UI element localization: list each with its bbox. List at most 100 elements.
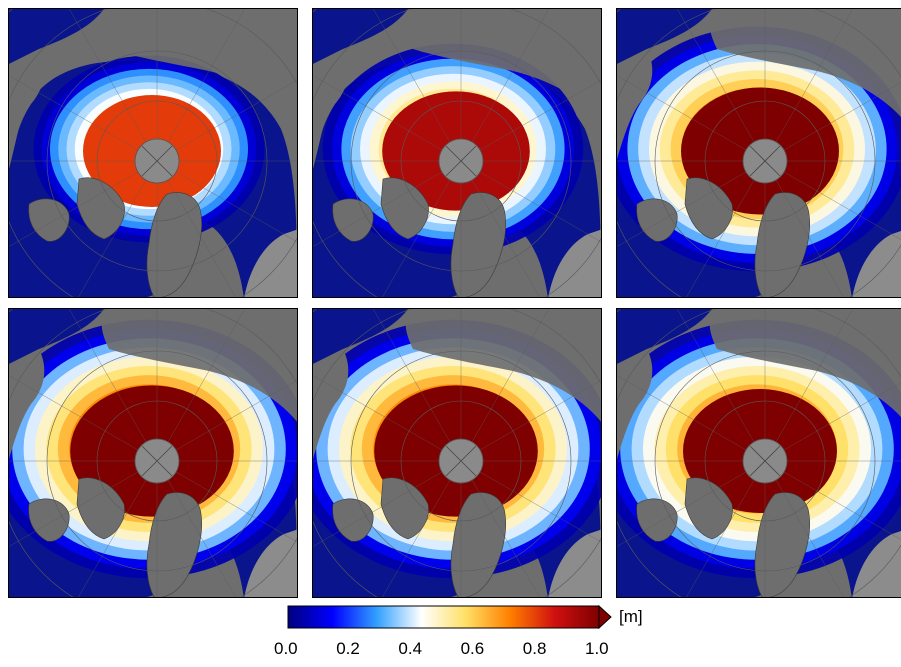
graticule-meridian (382, 160, 462, 297)
graticule-meridian (686, 160, 766, 297)
map-panel-2 (312, 8, 602, 298)
graticule-meridian (372, 9, 462, 162)
graticule-meridian (68, 309, 158, 462)
colorbar-tick-labels: 0.0 0.2 0.4 0.6 0.8 1.0 (274, 605, 617, 662)
alaska-landmass (313, 49, 349, 159)
scandinavia-landmass (548, 529, 601, 597)
graticule-meridian (9, 375, 158, 462)
scandinavia-landmass (852, 531, 901, 597)
baffin-region-land (636, 198, 678, 242)
colorbar-tick-label: 0.0 (274, 639, 298, 658)
graticule-meridian (764, 382, 901, 462)
colorbar-tick-label: 0.4 (398, 639, 423, 658)
map-panel-5 (312, 308, 602, 598)
baffin-region-land (332, 498, 374, 542)
siberia-landmass (101, 9, 297, 122)
graticule-meridian (382, 460, 462, 597)
graticule-meridian (156, 79, 297, 162)
pole-cross-line (749, 445, 781, 477)
map-panel-4 (8, 308, 298, 598)
pole-cross-line (141, 445, 173, 477)
colorbar-tick-label: 0.2 (336, 639, 360, 658)
graticule-meridian (460, 460, 540, 597)
pole-cross-line (445, 445, 477, 477)
scandinavia-landmass (852, 231, 901, 297)
graticule-meridian (617, 375, 766, 462)
graticule-meridian (617, 160, 766, 247)
alaska-landmass (617, 349, 653, 459)
pole-cross-line (749, 145, 781, 177)
alaska-landmass (9, 349, 45, 459)
scandinavia-landmass (244, 229, 297, 297)
graticule-meridian (460, 309, 550, 462)
graticule-meridian (764, 460, 844, 597)
graticule-meridian (460, 460, 601, 543)
graticule-meridian (764, 160, 844, 297)
graticule-meridian (617, 75, 766, 162)
graticule-meridian (156, 9, 246, 162)
siberia-landmass (709, 309, 901, 418)
map-svg (313, 309, 601, 597)
siberia-landmass (709, 9, 901, 118)
graticule-meridian (313, 375, 462, 462)
graticule-meridian (617, 460, 766, 547)
colorbar-extend-arrow (598, 604, 612, 630)
graticule-meridian (9, 460, 158, 547)
map-panel-3 (616, 8, 901, 298)
graticule-meridian (156, 460, 297, 543)
graticule-meridian (764, 460, 901, 540)
graticule-meridian (9, 75, 158, 162)
baffin-region-land (28, 198, 70, 242)
pole-cross-line (141, 145, 173, 177)
pole-cross-line (445, 145, 477, 177)
graticule-meridian (313, 75, 462, 162)
graticule-meridian (9, 160, 158, 247)
colorbar-tick-label: 0.6 (460, 639, 485, 658)
graticule-meridian (372, 309, 462, 462)
map-svg (617, 309, 901, 597)
baffin-region-land (636, 498, 678, 542)
graticule-meridian (676, 9, 766, 162)
graticule-meridian (156, 160, 297, 243)
map-svg (617, 9, 901, 297)
graticule-meridian (764, 309, 854, 462)
graticule-meridian (460, 379, 601, 462)
siberia-landmass (405, 9, 601, 122)
alaska-landmass (313, 349, 349, 459)
graticule-meridian (78, 460, 158, 597)
graticule-meridian (764, 9, 854, 162)
graticule-meridian (156, 460, 236, 597)
colorbar-tick-label: 0.8 (522, 639, 547, 658)
colorbar: [m] 0.0 0.2 0.4 0.6 0.8 1.0 (274, 604, 643, 662)
map-panel-6 (616, 308, 901, 598)
map-svg (313, 9, 601, 297)
graticule-meridian (313, 460, 462, 547)
graticule-meridian (460, 79, 601, 162)
graticule-meridian (460, 160, 540, 297)
scandinavia-landmass (244, 529, 297, 597)
graticule-meridian (764, 160, 901, 240)
colorbar-svg (287, 604, 612, 630)
map-panel-1 (8, 8, 298, 298)
alaska-landmass (9, 49, 45, 159)
graticule-meridian (156, 379, 297, 462)
graticule-meridian (156, 160, 236, 297)
colorbar-unit-label: [m] (619, 607, 643, 626)
siberia-landmass (101, 309, 297, 422)
graticule-meridian (686, 460, 766, 597)
alaska-landmass (617, 49, 653, 159)
graticule-meridian (460, 160, 601, 243)
graticule-meridian (676, 309, 766, 462)
graticule-meridian (68, 9, 158, 162)
graticule-meridian (460, 9, 550, 162)
baffin-region-land (28, 498, 70, 542)
colorbar-tick-label: 1.0 (585, 639, 609, 658)
baffin-region-land (332, 198, 374, 242)
scandinavia-landmass (548, 229, 601, 297)
map-svg (9, 9, 297, 297)
siberia-landmass (405, 309, 601, 422)
graticule-meridian (764, 82, 901, 162)
graticule-meridian (78, 160, 158, 297)
graticule-meridian (156, 309, 246, 462)
graticule-meridian (313, 160, 462, 247)
